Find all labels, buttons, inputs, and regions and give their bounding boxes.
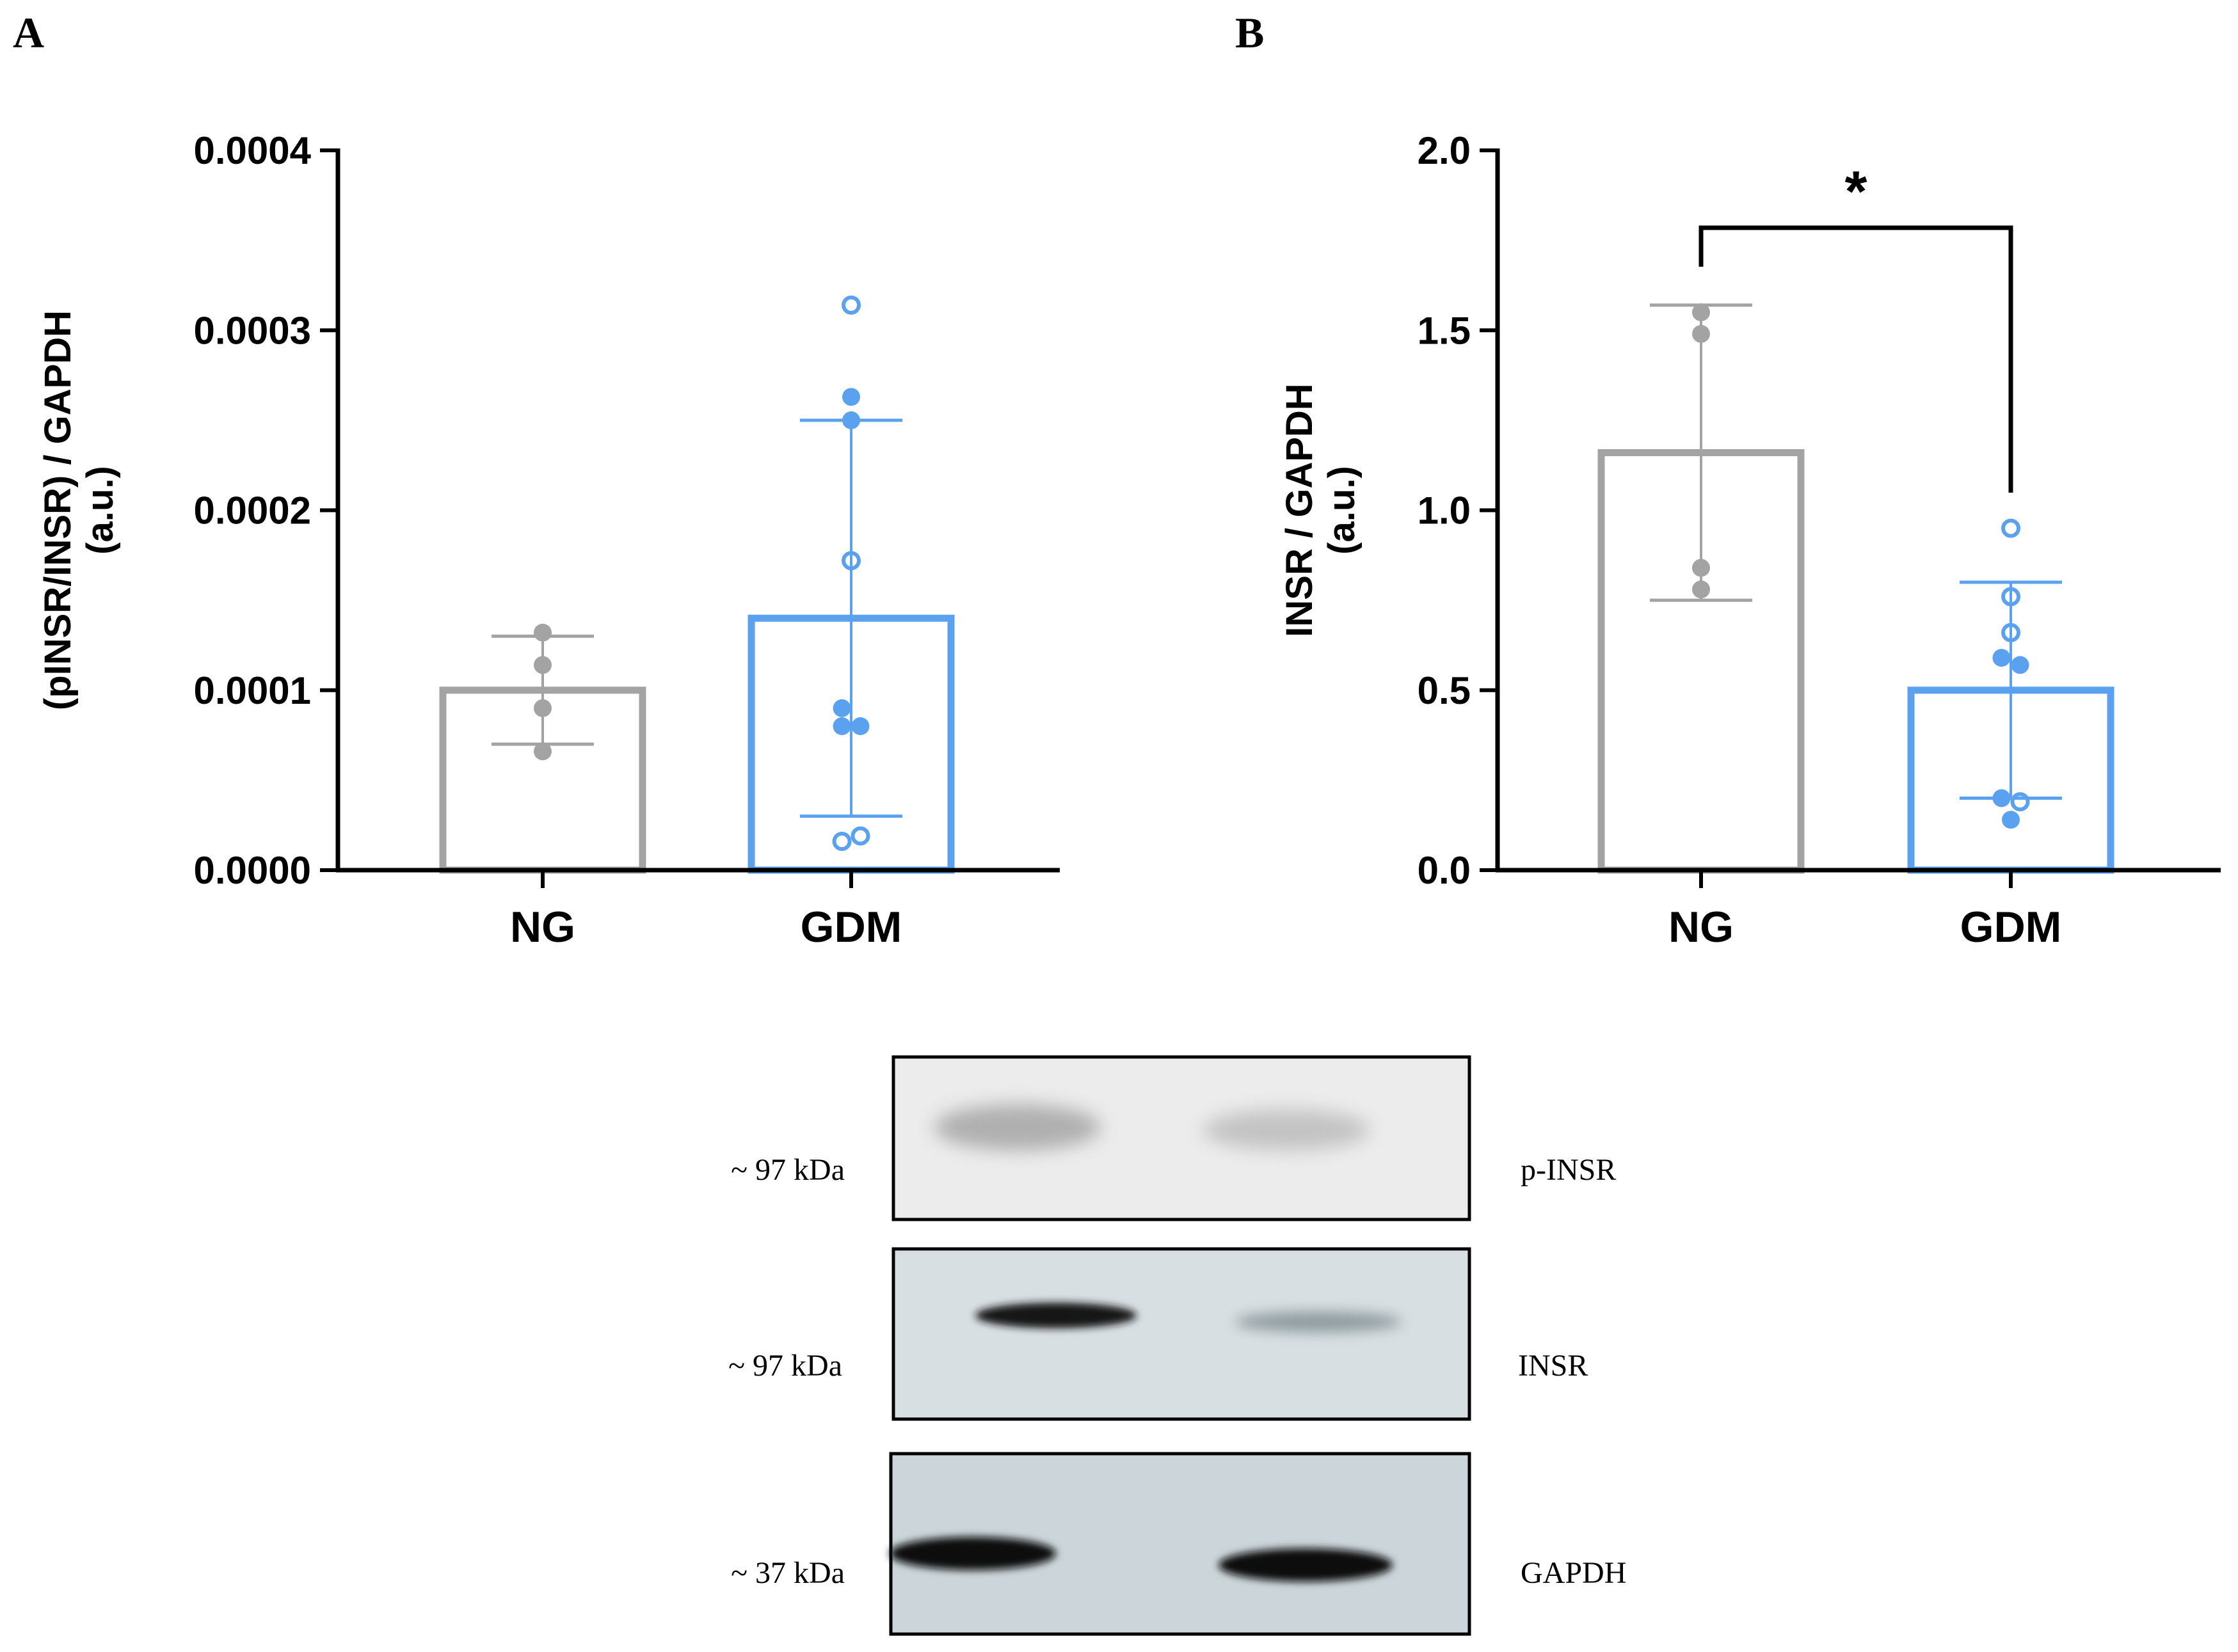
y-tick-label: 1.0 [1418, 489, 1471, 532]
data-point [2010, 792, 2030, 812]
x-category-label-ng: NG [510, 903, 575, 951]
panel-label-b: B [1235, 8, 1264, 57]
x-category-label-gdm: GDM [801, 903, 902, 951]
data-point [851, 826, 870, 846]
panel-label-a: A [13, 8, 44, 57]
y-axis-ticks: 0.0000 0.0001 0.0002 0.0003 0.0004 [193, 129, 338, 892]
chart-b: INSR / GAPDH (a.u.) 0.0 0.5 1.0 1.5 2.0 NG GDM… [1279, 129, 2221, 951]
y-axis-title-line: (a.u.) [1321, 466, 1363, 555]
y-tick-label: 0.0002 [193, 489, 311, 532]
axes [335, 148, 1060, 888]
blot-strip-insr [891, 1247, 1471, 1421]
y-axis-title: INSR / GAPDH (a.u.) [1279, 383, 1363, 637]
data-point [2011, 656, 2029, 674]
x-category-label-ng: NG [1668, 903, 1734, 951]
western-blot: ~ 97 kDa ~ 97 kDa ~ 37 kDa p-INSR INSR G… [728, 1055, 1626, 1636]
y-tick-label: 2.0 [1418, 129, 1471, 172]
data-point [534, 742, 552, 761]
band-name-gapdh: GAPDH [1521, 1556, 1626, 1590]
band-insr-gdm [1235, 1312, 1402, 1332]
y-tick-label: 0.5 [1418, 669, 1471, 712]
band-p-insr-ng [934, 1104, 1101, 1150]
significance-bracket [1698, 225, 2013, 493]
mw-label-gapdh: ~ 37 kDa [731, 1556, 845, 1590]
blot-strip-p-insr [891, 1055, 1471, 1221]
data-point [832, 832, 852, 851]
y-tick-label: 0.0004 [193, 129, 311, 172]
data-point [833, 699, 851, 717]
data-point [2001, 518, 2020, 538]
blot-strip-gapdh [889, 1452, 1471, 1636]
y-axis-title: (pINSR/INSR) / GAPDH (a.u.) [37, 310, 121, 710]
band-gapdh-ng [890, 1537, 1056, 1570]
y-axis-title-line: INSR / GAPDH [1279, 383, 1320, 637]
band-p-insr-gdm [1203, 1109, 1370, 1150]
blot-image-insr [891, 1247, 1471, 1421]
data-point [833, 717, 851, 735]
error-bars [1650, 303, 2062, 800]
x-category-label-gdm: GDM [1960, 903, 2062, 951]
data-point [1992, 649, 2011, 667]
axes [1495, 148, 2221, 888]
y-axis-title-line: (a.u.) [79, 466, 121, 555]
y-tick-label: 1.5 [1418, 309, 1471, 352]
band-name-insr: INSR [1518, 1349, 1588, 1383]
chart-a: (pINSR/INSR) / GAPDH (a.u.) 0.00000.00010… [37, 129, 1060, 951]
band-gapdh-gdm [1219, 1548, 1393, 1582]
band-name-p-insr: p-INSR [1521, 1153, 1616, 1187]
significance: * [1698, 160, 2013, 493]
y-tick-label: 0.0003 [193, 309, 311, 352]
mw-label-p-insr: ~ 97 kDa [731, 1153, 845, 1187]
y-axis-title-line: (pINSR/INSR) / GAPDH [37, 310, 79, 710]
y-tick-label: 0.0000 [193, 849, 311, 892]
data-point [842, 388, 860, 406]
mw-label-insr: ~ 97 kDa [728, 1349, 842, 1383]
y-axis-ticks: 0.0 0.5 1.0 1.5 2.0 [1418, 129, 1498, 892]
data-points [534, 295, 870, 851]
data-point [842, 295, 861, 315]
y-tick-label: 0.0001 [193, 669, 311, 712]
x-axis-categories: NG GDM [510, 903, 902, 951]
x-axis-categories: NG GDM [1668, 903, 2061, 951]
y-tick-label: 0.0 [1418, 849, 1471, 892]
data-point [851, 717, 870, 735]
bars [1597, 449, 2114, 874]
band-insr-ng [975, 1303, 1137, 1328]
data-points [1692, 303, 2030, 829]
error-bars [492, 418, 902, 818]
data-point [2002, 811, 2020, 829]
significance-asterisk: * [1844, 160, 1867, 224]
